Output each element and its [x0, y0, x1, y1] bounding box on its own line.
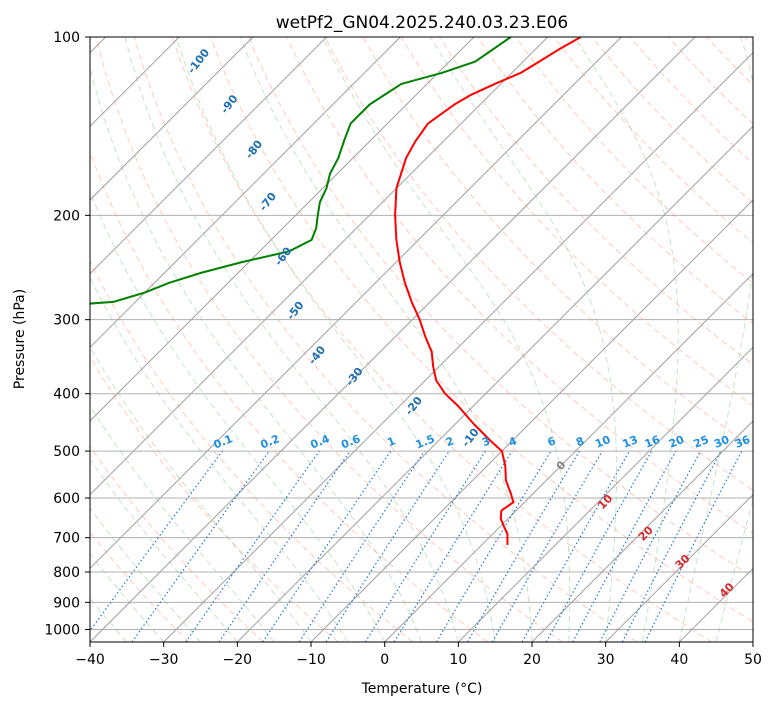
x-tick-label: 0 — [380, 652, 389, 668]
mixing-ratio-line — [90, 450, 223, 632]
moist-adiabat — [430, 37, 618, 642]
mixing-ratio-label: 36 — [733, 433, 752, 451]
plot-frame — [89, 36, 754, 643]
isotherm-line — [310, 199, 753, 642]
moist-adiabat — [90, 405, 275, 642]
y-axis-ticks: 100 200 300 400 500 600 700 800 900 1000 — [44, 30, 90, 638]
mixing-ratio-line — [298, 450, 425, 642]
dry-adiabat — [90, 259, 414, 642]
mixing-ratio-line — [218, 450, 351, 642]
mixing-ratio-label: 13 — [621, 433, 640, 451]
isotherm-line — [90, 37, 475, 422]
x-tick-label: 40 — [670, 652, 688, 668]
data-series — [90, 37, 582, 545]
isotherm-line — [163, 51, 753, 642]
dry-adiabat — [90, 445, 264, 642]
dry-adiabat — [210, 37, 753, 623]
x-tick-label: −30 — [149, 652, 179, 668]
moist-adiabat — [124, 37, 459, 642]
mixing-ratio-line — [393, 450, 513, 642]
y-axis-label: Pressure (hPa) — [12, 289, 28, 389]
mixing-ratio-label: 3 — [480, 434, 492, 449]
mixing-ratio-line — [131, 450, 270, 642]
x-axis-label: Temperature (°C) — [361, 681, 483, 697]
dewpoint-profile-line — [90, 37, 512, 305]
mixing-ratio-label: 1 — [385, 434, 397, 449]
dry-adiabat — [133, 37, 638, 642]
isotherm-line — [605, 493, 753, 642]
mixing-ratio-line — [325, 450, 450, 642]
y-tick-label: 1000 — [44, 622, 80, 638]
isotherm-line — [457, 346, 753, 642]
mixing-ratio-line — [572, 450, 677, 642]
mixing-ratio-label: 25 — [692, 433, 711, 451]
chart-title: wetPf2_GN04.2025.240.03.23.E06 — [276, 13, 568, 33]
background-reference-lines — [90, 37, 753, 642]
dry-adiabat — [90, 356, 339, 642]
x-tick-label: 20 — [523, 652, 541, 668]
dry-adiabat — [95, 37, 563, 642]
isotherm-line — [90, 37, 401, 349]
moist-adiabat — [90, 458, 238, 642]
dry-adiabat — [248, 37, 753, 578]
dry-adiabat — [286, 37, 753, 534]
temperature-profile-line — [394, 37, 582, 545]
x-axis-ticks: −40 −30 −20 −10 0 10 20 30 40 50 — [75, 642, 762, 668]
moist-adiabat — [90, 597, 128, 642]
y-tick-label: 900 — [53, 595, 80, 611]
dry-adiabat — [515, 37, 753, 284]
dry-adiabat — [324, 37, 753, 491]
moist-adiabat — [715, 498, 753, 642]
plot-background — [90, 37, 753, 642]
y-tick-label: 300 — [53, 313, 80, 329]
y-tick-label: 500 — [53, 444, 80, 460]
mixing-ratio-line — [262, 450, 392, 642]
mixing-ratio-label: 16 — [643, 433, 662, 451]
y-tick-label: 600 — [53, 491, 80, 507]
isotherm-line — [384, 272, 753, 642]
y-tick-label: 200 — [53, 208, 80, 224]
y-tick-label: 800 — [53, 565, 80, 581]
x-tick-label: −40 — [75, 652, 105, 668]
moist-adiabat — [90, 507, 201, 642]
isotherm-line — [90, 37, 549, 496]
mixing-ratio-line — [185, 450, 320, 642]
y-tick-label: 700 — [53, 531, 80, 547]
isotherm-line — [90, 37, 254, 201]
mixing-ratio-label: 2 — [444, 434, 456, 449]
y-tick-label: 100 — [53, 30, 80, 46]
mixing-ratio-label: 20 — [667, 433, 686, 451]
moist-adiabat — [90, 276, 349, 642]
mixing-ratio-label: 10 — [593, 433, 612, 451]
mixing-ratio-line — [521, 450, 631, 642]
moist-adiabat — [90, 189, 386, 642]
mixing-ratio-line — [545, 450, 653, 642]
isotherm-line — [90, 37, 696, 642]
x-tick-label: 30 — [597, 652, 615, 668]
y-tick-label: 400 — [53, 387, 80, 403]
isotherm-line — [531, 420, 753, 642]
x-tick-label: 50 — [744, 652, 762, 668]
isotherm-line — [90, 37, 622, 570]
moist-adiabat — [678, 37, 753, 642]
mixing-ratio-label: 30 — [712, 433, 731, 451]
isotherm-line — [90, 37, 328, 275]
moist-adiabat — [175, 37, 496, 642]
moist-adiabat — [322, 37, 571, 642]
x-tick-label: −20 — [223, 652, 253, 668]
moist-adiabat — [90, 553, 165, 642]
isotherm-line — [236, 125, 753, 642]
moist-adiabat — [239, 37, 533, 642]
x-tick-label: 10 — [449, 652, 467, 668]
mixing-ratio-label: 8 — [574, 434, 586, 449]
dry-adiabat — [171, 37, 712, 642]
x-tick-label: −10 — [296, 652, 326, 668]
moist-adiabat — [90, 66, 422, 642]
moist-adiabat — [574, 37, 679, 642]
mixing-ratio-line — [644, 450, 743, 642]
